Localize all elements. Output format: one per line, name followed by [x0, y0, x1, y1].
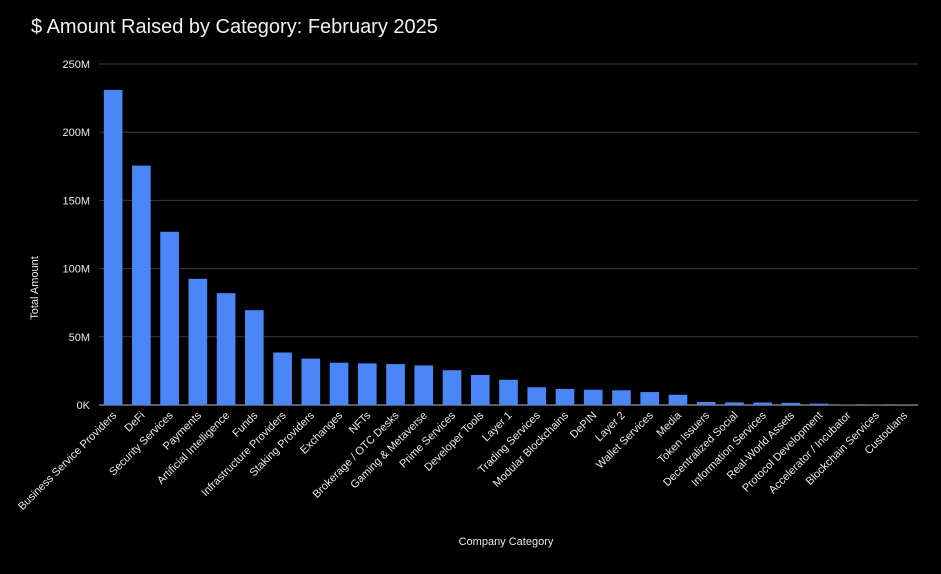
y-tick-label: 0K	[77, 400, 91, 412]
bar	[753, 402, 772, 405]
bar	[781, 402, 801, 405]
bar	[725, 402, 744, 405]
bar	[357, 363, 377, 405]
bar	[612, 390, 631, 405]
bars	[103, 89, 914, 405]
bar	[470, 374, 490, 405]
bar	[386, 364, 405, 405]
bar	[414, 365, 434, 405]
bar	[668, 394, 688, 405]
bar	[555, 388, 575, 405]
bar	[696, 401, 716, 405]
x-tick-label: Business Service Providers	[16, 409, 120, 513]
bar	[301, 358, 321, 405]
bar	[583, 389, 603, 405]
bar	[103, 89, 123, 405]
bar	[188, 278, 208, 405]
bar	[499, 379, 518, 405]
y-tick-label: 250M	[62, 59, 90, 71]
y-tick-label: 50M	[69, 332, 90, 344]
chart-title: $ Amount Raised by Category: February 20…	[31, 16, 438, 38]
bar	[640, 392, 660, 405]
y-tick-label: 100M	[62, 264, 90, 276]
bar	[273, 352, 292, 405]
y-tick-label: 200M	[62, 127, 90, 139]
y-axis-ticks: 0K 50M 100M 150M 200M 250M	[62, 59, 90, 412]
bar	[160, 231, 179, 405]
bar	[132, 165, 151, 405]
y-tick-label: 150M	[62, 195, 90, 207]
bar	[329, 362, 349, 405]
x-axis-label: Company Category	[459, 536, 554, 548]
x-tick-label: DeFi	[123, 410, 148, 435]
bar	[442, 370, 462, 405]
y-axis-label: Total Amount	[29, 256, 41, 320]
bar	[527, 387, 547, 405]
bar	[245, 310, 264, 405]
bar	[809, 403, 829, 405]
bar	[216, 293, 236, 405]
